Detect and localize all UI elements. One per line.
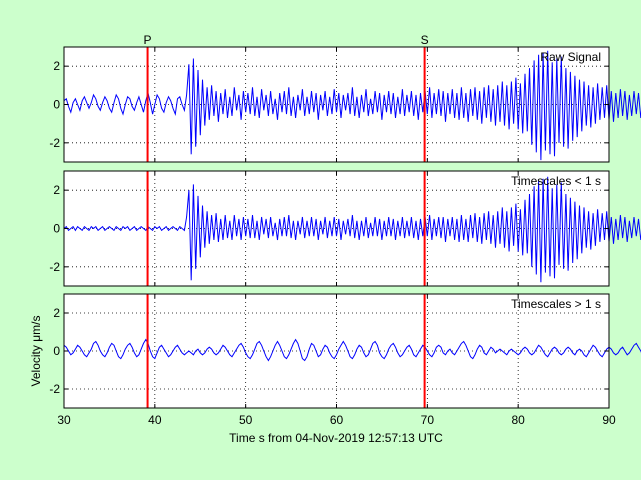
y-tick-label-0-2: 2 [53, 59, 60, 73]
y-tick-label-0-0: 0 [53, 98, 60, 112]
pick-label-p: P [144, 33, 152, 47]
grid-lines [64, 47, 609, 408]
y-axis-title: Velocity μm/s [29, 316, 43, 387]
y-tick-label-1-2: 2 [53, 183, 60, 197]
pick-label-s: S [421, 33, 429, 47]
x-tick-label-80: 80 [511, 413, 525, 427]
panel-top-label: Raw Signal [540, 50, 601, 64]
y-tick-label-2-2: 2 [53, 306, 60, 320]
y-tick-label-2-0: 0 [53, 344, 60, 358]
waveform-traces [63, 50, 641, 362]
x-tick-label-40: 40 [148, 413, 162, 427]
y-tick-label-0--2: -2 [49, 136, 60, 150]
x-tick-label-70: 70 [421, 413, 435, 427]
axis-ticks: 2 0 -2 2 0 -2 2 0 -2 30 40 50 60 70 80 90 [49, 47, 616, 427]
panel-bottom-label: Timescales > 1 s [511, 297, 601, 311]
x-tick-label-60: 60 [330, 413, 344, 427]
y-tick-label-2--2: -2 [49, 382, 60, 396]
phase-pick-lines [146, 47, 426, 408]
x-axis-title: Time s from 04-Nov-2019 12:57:13 UTC [229, 431, 443, 445]
trace-line-bottom [63, 338, 641, 362]
y-tick-label-1-0: 0 [53, 222, 60, 236]
x-tick-label-90: 90 [602, 413, 616, 427]
panel-middle-label: Timescales < 1 s [511, 174, 601, 188]
y-tick-label-1--2: -2 [49, 260, 60, 274]
trace-line-top [63, 50, 641, 161]
x-tick-label-30: 30 [57, 413, 71, 427]
trace-line-middle [63, 176, 641, 283]
x-tick-label-50: 50 [239, 413, 253, 427]
